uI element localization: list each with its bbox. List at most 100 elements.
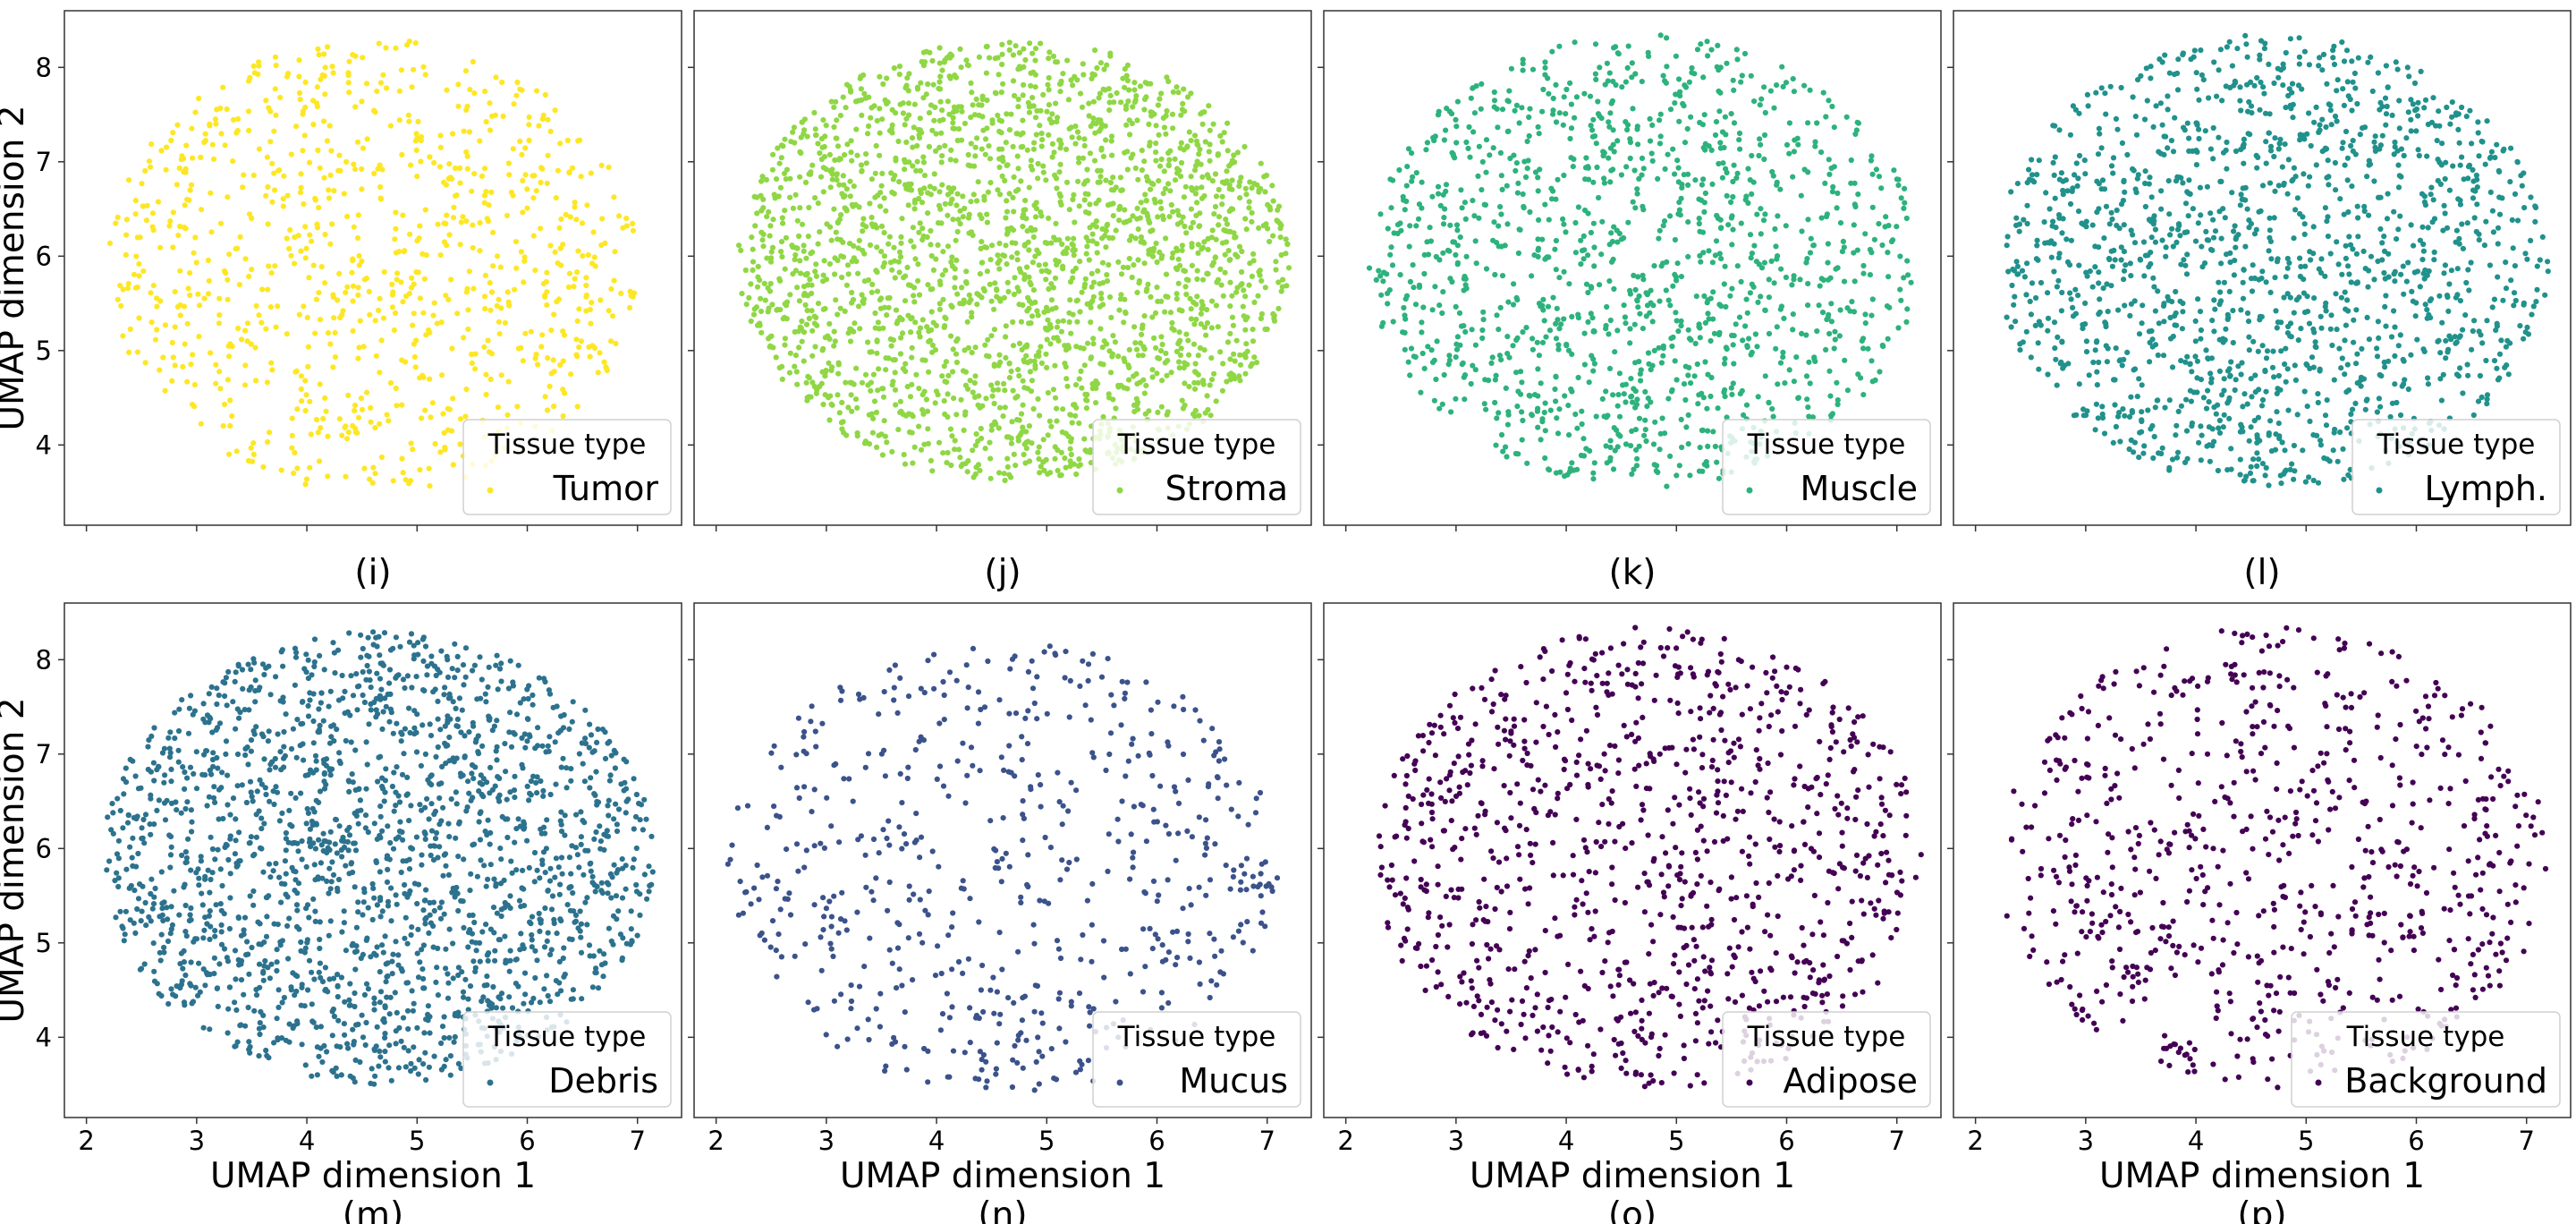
data-point <box>2470 195 2477 201</box>
data-point <box>1681 103 1687 109</box>
data-point <box>1657 117 1663 123</box>
data-point <box>1135 226 1141 233</box>
data-point <box>1639 155 1646 161</box>
data-point <box>933 322 939 328</box>
data-point <box>843 81 851 88</box>
data-point <box>572 200 578 206</box>
data-point <box>1082 191 1089 197</box>
data-point <box>443 293 449 299</box>
data-point <box>1682 396 1689 404</box>
data-point <box>1077 90 1084 97</box>
data-point <box>324 138 330 144</box>
data-point <box>1182 183 1189 190</box>
data-point <box>1029 440 1035 446</box>
data-point <box>1174 348 1180 354</box>
data-point <box>1769 405 1775 412</box>
data-point <box>1107 53 1114 59</box>
data-point <box>1170 89 1176 95</box>
data-point <box>1250 251 1257 257</box>
data-point <box>2268 256 2275 262</box>
data-point <box>1015 367 1021 373</box>
data-point <box>1854 119 1860 125</box>
data-point <box>929 127 936 133</box>
data-point <box>1895 183 1902 189</box>
data-point <box>1651 263 1657 269</box>
data-point <box>849 258 855 265</box>
data-point <box>997 298 1004 304</box>
data-point <box>975 438 981 445</box>
data-point <box>2381 234 2387 240</box>
data-point <box>220 422 226 429</box>
data-point <box>880 394 887 400</box>
data-point <box>929 342 936 348</box>
data-point <box>1471 213 1478 219</box>
data-point <box>1622 314 1628 320</box>
data-point <box>2457 162 2463 168</box>
data-point <box>1209 262 1216 268</box>
data-point <box>862 95 869 101</box>
data-point <box>1710 316 1716 322</box>
data-point <box>1685 253 1691 259</box>
data-point <box>974 291 980 297</box>
data-point <box>1535 188 1541 194</box>
data-point <box>1193 212 1199 218</box>
data-point <box>1376 268 1382 274</box>
data-point <box>828 98 835 105</box>
data-point <box>1498 211 1504 217</box>
data-point <box>2339 39 2345 46</box>
data-point <box>1093 378 1099 385</box>
data-point <box>1060 71 1066 77</box>
data-point <box>269 367 275 373</box>
data-point <box>767 280 774 287</box>
data-point <box>1165 181 1172 187</box>
data-point <box>1627 136 1633 142</box>
data-point <box>910 163 916 169</box>
data-point <box>1170 250 1176 257</box>
data-point <box>1445 361 1452 368</box>
data-point <box>575 248 581 254</box>
data-point <box>1139 325 1146 331</box>
data-point <box>591 344 598 352</box>
data-point <box>1231 351 1237 357</box>
data-point <box>592 263 598 269</box>
data-point <box>1212 203 1219 210</box>
data-point <box>1219 387 1225 394</box>
data-point <box>1149 109 1156 115</box>
data-point <box>1623 79 1629 85</box>
data-point <box>1217 349 1224 355</box>
data-point <box>1878 185 1885 191</box>
data-point <box>869 429 877 436</box>
data-point <box>1182 108 1188 115</box>
data-point <box>578 338 585 344</box>
data-point <box>1685 372 1691 378</box>
data-point <box>972 144 979 150</box>
data-point <box>1553 237 1559 244</box>
data-point <box>950 369 956 375</box>
data-point <box>1828 301 1835 307</box>
data-point <box>803 379 809 386</box>
data-point <box>1761 132 1768 139</box>
data-point <box>396 88 402 94</box>
data-point <box>304 314 310 320</box>
data-point <box>1178 140 1184 146</box>
data-point <box>1483 406 1489 412</box>
data-point <box>317 317 324 323</box>
data-point <box>1033 200 1039 206</box>
data-point <box>1625 43 1631 49</box>
data-point <box>1793 354 1800 361</box>
data-point <box>1572 219 1579 226</box>
data-point <box>378 454 385 461</box>
data-point <box>820 165 826 171</box>
data-point <box>487 100 493 106</box>
data-point <box>1678 195 1684 201</box>
data-point <box>1014 285 1021 291</box>
data-point <box>216 312 223 319</box>
data-point <box>913 167 919 174</box>
data-point <box>1116 217 1123 224</box>
data-point <box>1539 339 1546 345</box>
data-point <box>769 166 776 173</box>
data-point <box>1623 441 1630 447</box>
data-point <box>148 141 155 148</box>
data-point <box>1494 106 1500 112</box>
